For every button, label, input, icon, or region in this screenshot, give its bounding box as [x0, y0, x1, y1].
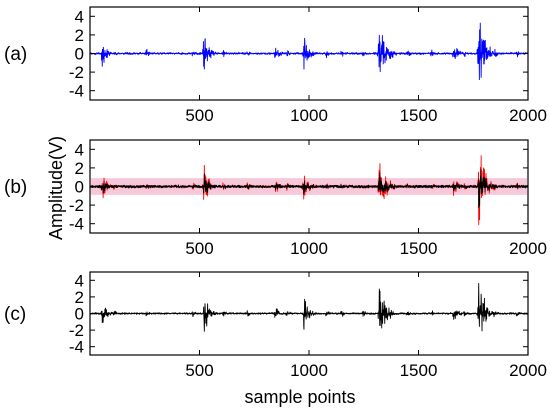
y-tick-label: -4 [69, 338, 84, 357]
y-tick-label: -4 [69, 82, 84, 101]
overlay-trace [89, 169, 529, 209]
y-tick-label: 2 [75, 26, 84, 45]
x-tick-label: 500 [185, 106, 213, 125]
signal-trace [89, 283, 529, 332]
y-tick-label: -2 [69, 321, 84, 340]
x-tick-label: 1500 [400, 361, 438, 380]
panel-label: (b) [4, 177, 27, 198]
x-tick-label: 1000 [290, 361, 328, 380]
y-tick-label: 4 [75, 271, 84, 290]
y-tick-label: -2 [69, 63, 84, 82]
x-tick-label: 2000 [509, 239, 547, 258]
panel-a: 420-2-4 500 1000 1500 2000 (a) [4, 6, 547, 125]
x-axis-title: sample points [244, 387, 355, 407]
y-tick-label: -4 [69, 215, 84, 234]
x-tick-label: 1500 [400, 106, 438, 125]
y-tick-label: 0 [75, 45, 84, 64]
y-tick-label: 0 [75, 305, 84, 324]
y-tick-label: 0 [75, 178, 84, 197]
y-tick-label: 2 [75, 159, 84, 178]
x-tick-label: 500 [185, 361, 213, 380]
x-tick-label: 2000 [509, 361, 547, 380]
x-tick-label: 1000 [290, 106, 328, 125]
y-tick-label: -2 [69, 196, 84, 215]
panel-label: (a) [4, 44, 27, 65]
y-tick-label: 4 [75, 7, 84, 26]
panel-b: 420-2-4 500 1000 1500 2000 (b) [4, 139, 547, 258]
y-tick-label: 4 [75, 140, 84, 159]
y-axis-title: Amplitude(V) [46, 136, 66, 240]
panel-c: 420-2-4 500 1000 1500 2000 (c) [4, 271, 547, 380]
x-tick-label: 2000 [509, 106, 547, 125]
x-tick-label: 1000 [290, 239, 328, 258]
x-tick-label: 1500 [400, 239, 438, 258]
signal-trace [89, 22, 529, 81]
y-tick-label: 2 [75, 288, 84, 307]
panel-label: (c) [4, 304, 26, 325]
x-tick-label: 500 [185, 239, 213, 258]
